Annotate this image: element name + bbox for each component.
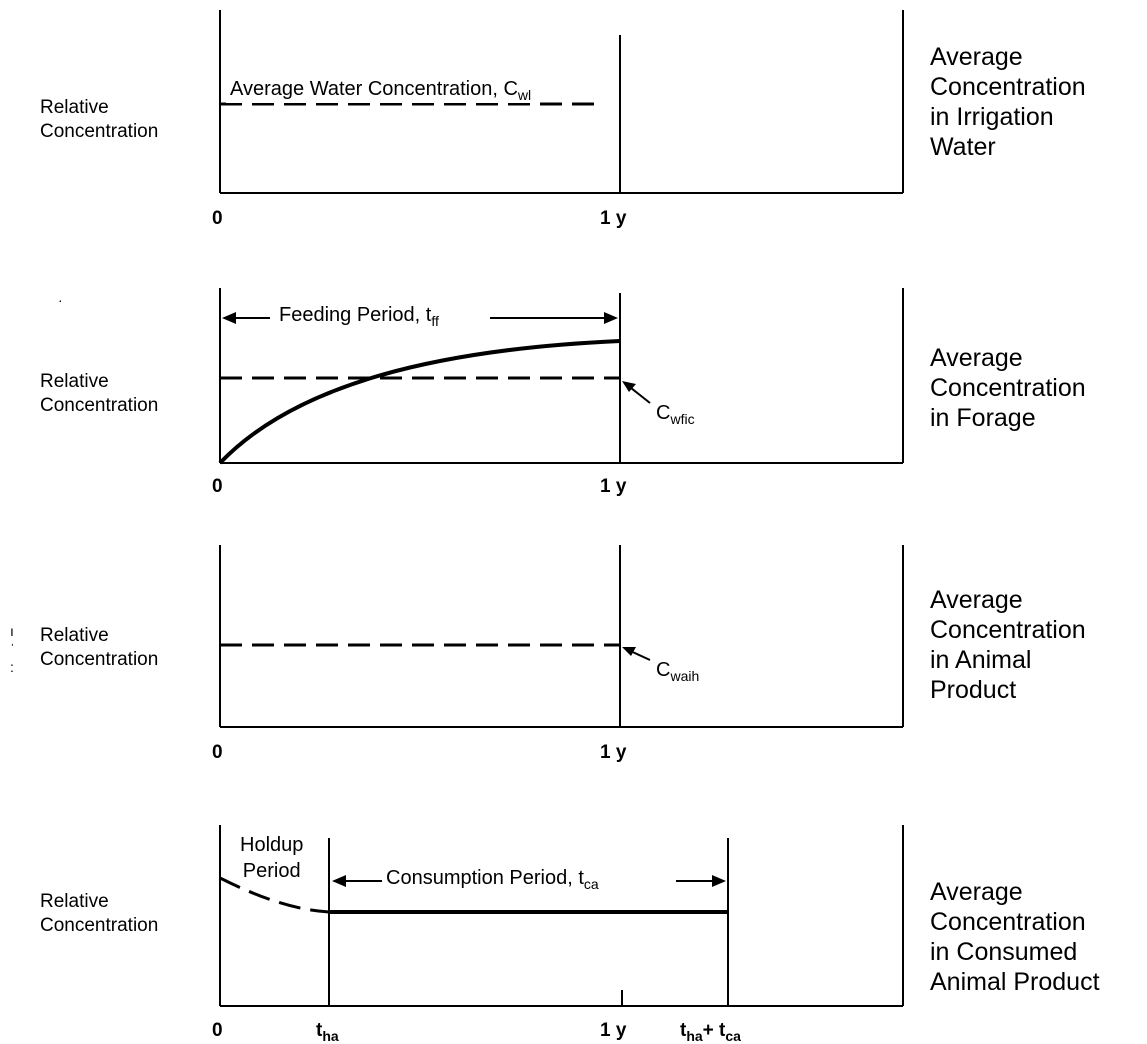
x-tick-zero: 0 bbox=[212, 742, 223, 763]
forage-concentration-curve bbox=[218, 339, 621, 465]
x-tick-holdup: tha bbox=[316, 1020, 339, 1044]
arrowhead-left-icon bbox=[222, 312, 236, 324]
stray-mark: · bbox=[58, 292, 63, 308]
panel-title: Average Concentration in Consumed Animal P… bbox=[930, 878, 1100, 996]
x-tick-holdup-plus-consumption: tha+ tca bbox=[680, 1020, 741, 1044]
x-tick-one-year: 1 y bbox=[600, 476, 627, 497]
panel-1-graph bbox=[219, 10, 904, 194]
panel-2-graph bbox=[218, 288, 904, 465]
y-axis-label: Relative Concentration bbox=[40, 97, 159, 142]
y-axis-label: Relative Concentration bbox=[40, 625, 159, 670]
y-axis-label: Relative Concentration bbox=[40, 891, 159, 936]
feeding-period-label: Feeding Period, tff bbox=[275, 304, 443, 329]
x-tick-one-year: 1 y bbox=[600, 1020, 627, 1041]
holdup-period-label: Holdup Period bbox=[240, 834, 304, 882]
arrowhead-left-icon bbox=[332, 875, 346, 887]
x-tick-one-year: 1 y bbox=[600, 208, 627, 229]
x-tick-zero: 0 bbox=[212, 476, 223, 497]
panel-animal-product: Relative Concentration Cwaih Average Conce… bbox=[0, 515, 1147, 763]
holdup-decay-curve bbox=[219, 876, 330, 914]
consumption-period-label: Consumption Period, tca bbox=[382, 867, 603, 892]
x-tick-zero: 0 bbox=[212, 208, 223, 229]
arrowhead-right-icon bbox=[604, 312, 618, 324]
panel-3-graph bbox=[219, 545, 904, 728]
panel-title: Average Concentration in Irrigation Water bbox=[930, 43, 1086, 161]
arrowhead-icon bbox=[622, 647, 636, 656]
arrowhead-right-icon bbox=[712, 875, 726, 887]
panel-title: Average Concentration in Forage bbox=[930, 344, 1086, 432]
forage-marker-label: Cwfic bbox=[656, 402, 695, 427]
arrowhead-icon bbox=[622, 381, 636, 392]
panel-irrigation-water: Relative Concentration Average Water Conc… bbox=[0, 0, 1147, 235]
panel-4-graph bbox=[219, 825, 904, 1007]
x-tick-zero: 0 bbox=[212, 1020, 223, 1041]
panel-title: Average Concentration in Animal Product bbox=[930, 586, 1086, 704]
animal-marker-label: Cwaih bbox=[656, 659, 700, 684]
y-axis-label: Relative Concentration bbox=[40, 371, 159, 416]
panel-consumed-animal-product: Relative Concentration Holdup Period Consu… bbox=[0, 790, 1147, 1044]
x-tick-one-year: 1 y bbox=[600, 742, 627, 763]
panel-forage: Relative Concentration Feeding Period, tf… bbox=[0, 260, 1147, 497]
average-water-concentration-label: Average Water Concentration, Cwl bbox=[226, 78, 536, 103]
